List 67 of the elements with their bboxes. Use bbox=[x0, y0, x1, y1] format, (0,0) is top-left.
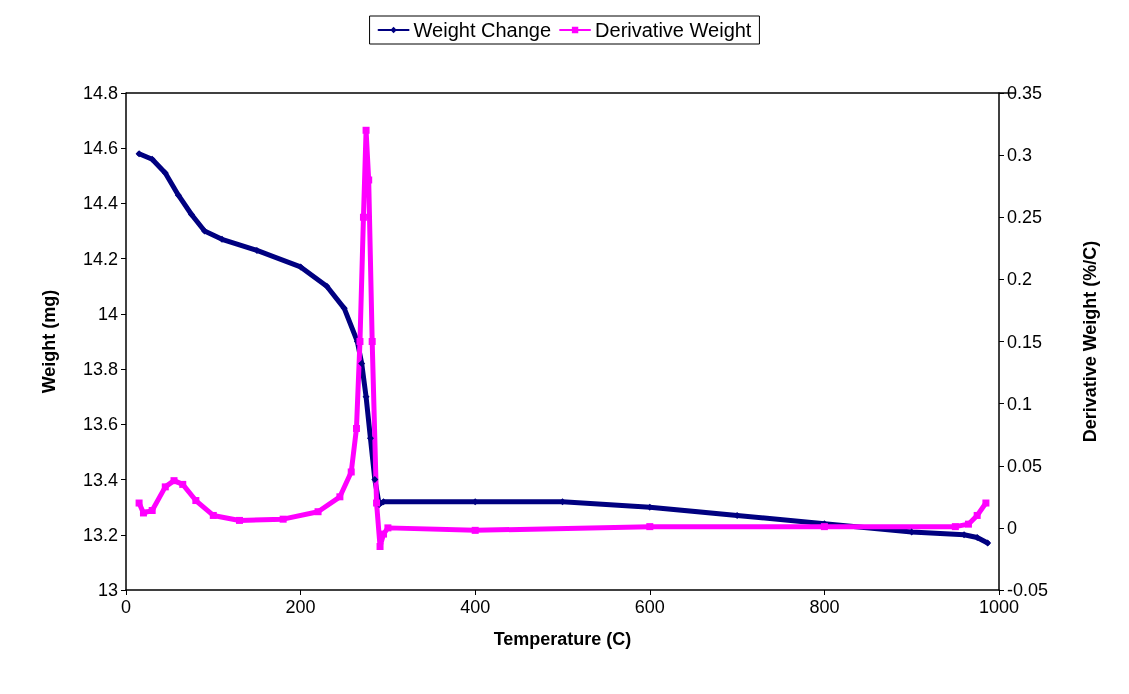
y2-axis-title: Derivative Weight (%/C) bbox=[1080, 240, 1100, 443]
point bbox=[174, 191, 182, 199]
point bbox=[368, 338, 376, 345]
point bbox=[362, 126, 370, 134]
x-tick-label: 800 bbox=[809, 597, 840, 617]
point bbox=[179, 480, 187, 488]
point bbox=[371, 476, 379, 484]
point bbox=[340, 304, 348, 312]
y-tick-label: 13.2 bbox=[82, 524, 118, 545]
point bbox=[359, 213, 367, 221]
point bbox=[297, 263, 305, 271]
y2-tick-label: 0.2 bbox=[1007, 269, 1033, 290]
y-tick-label: 13.8 bbox=[82, 359, 118, 380]
y2-tick-label: 0.15 bbox=[1007, 331, 1043, 352]
y-tick-label: 14.8 bbox=[82, 83, 118, 103]
y2-tick-label: -0.05 bbox=[1007, 580, 1049, 600]
y2-tick-label: 0.1 bbox=[1007, 393, 1033, 414]
point bbox=[161, 169, 169, 177]
y-tick-label: 13.4 bbox=[82, 469, 118, 490]
legend-label: Derivative Weight bbox=[595, 19, 752, 41]
x-axis-title: Temperature (C) bbox=[493, 629, 632, 649]
y2-tick-label: 0.3 bbox=[1007, 145, 1033, 166]
y2-tick-label: 0.35 bbox=[1007, 83, 1043, 103]
point bbox=[323, 282, 331, 290]
point bbox=[384, 524, 392, 532]
point bbox=[135, 150, 143, 158]
point bbox=[964, 520, 972, 528]
point bbox=[471, 526, 479, 534]
x-tick-label: 0 bbox=[120, 597, 132, 617]
x-tick-label: 600 bbox=[634, 597, 665, 617]
point bbox=[646, 523, 654, 531]
point bbox=[161, 483, 169, 491]
y-axis-title: Weight (mg) bbox=[39, 289, 59, 394]
y2-tick-label: 0.05 bbox=[1007, 455, 1043, 476]
y-tick-label: 14.4 bbox=[82, 193, 118, 214]
y-tick-label: 13 bbox=[97, 580, 118, 600]
point bbox=[982, 499, 990, 507]
y-tick-label: 14 bbox=[97, 303, 118, 324]
point bbox=[235, 516, 243, 524]
x-tick-label: 200 bbox=[285, 597, 316, 617]
point bbox=[170, 477, 178, 485]
point bbox=[139, 509, 147, 517]
x-tick-label: 400 bbox=[460, 597, 491, 617]
point bbox=[347, 468, 355, 476]
y-tick-label: 14.6 bbox=[82, 138, 118, 159]
point bbox=[314, 508, 322, 516]
point bbox=[187, 210, 195, 218]
point bbox=[358, 360, 366, 368]
point bbox=[148, 155, 156, 163]
legend-label: Weight Change bbox=[413, 19, 552, 41]
point bbox=[984, 539, 992, 547]
x-tick-label: 1000 bbox=[978, 597, 1020, 617]
point bbox=[352, 424, 360, 432]
point bbox=[135, 499, 143, 507]
point bbox=[951, 523, 959, 531]
y-tick-label: 13.6 bbox=[82, 414, 118, 435]
point bbox=[192, 497, 200, 505]
point bbox=[148, 506, 156, 514]
point bbox=[336, 493, 344, 501]
point bbox=[380, 530, 388, 538]
y2-tick-label: 0.25 bbox=[1007, 207, 1043, 228]
point bbox=[279, 515, 287, 523]
point bbox=[973, 511, 981, 519]
point bbox=[209, 511, 217, 519]
y-tick-label: 14.2 bbox=[82, 248, 118, 269]
point bbox=[376, 543, 384, 551]
y2-tick-label: 0 bbox=[1007, 517, 1018, 538]
